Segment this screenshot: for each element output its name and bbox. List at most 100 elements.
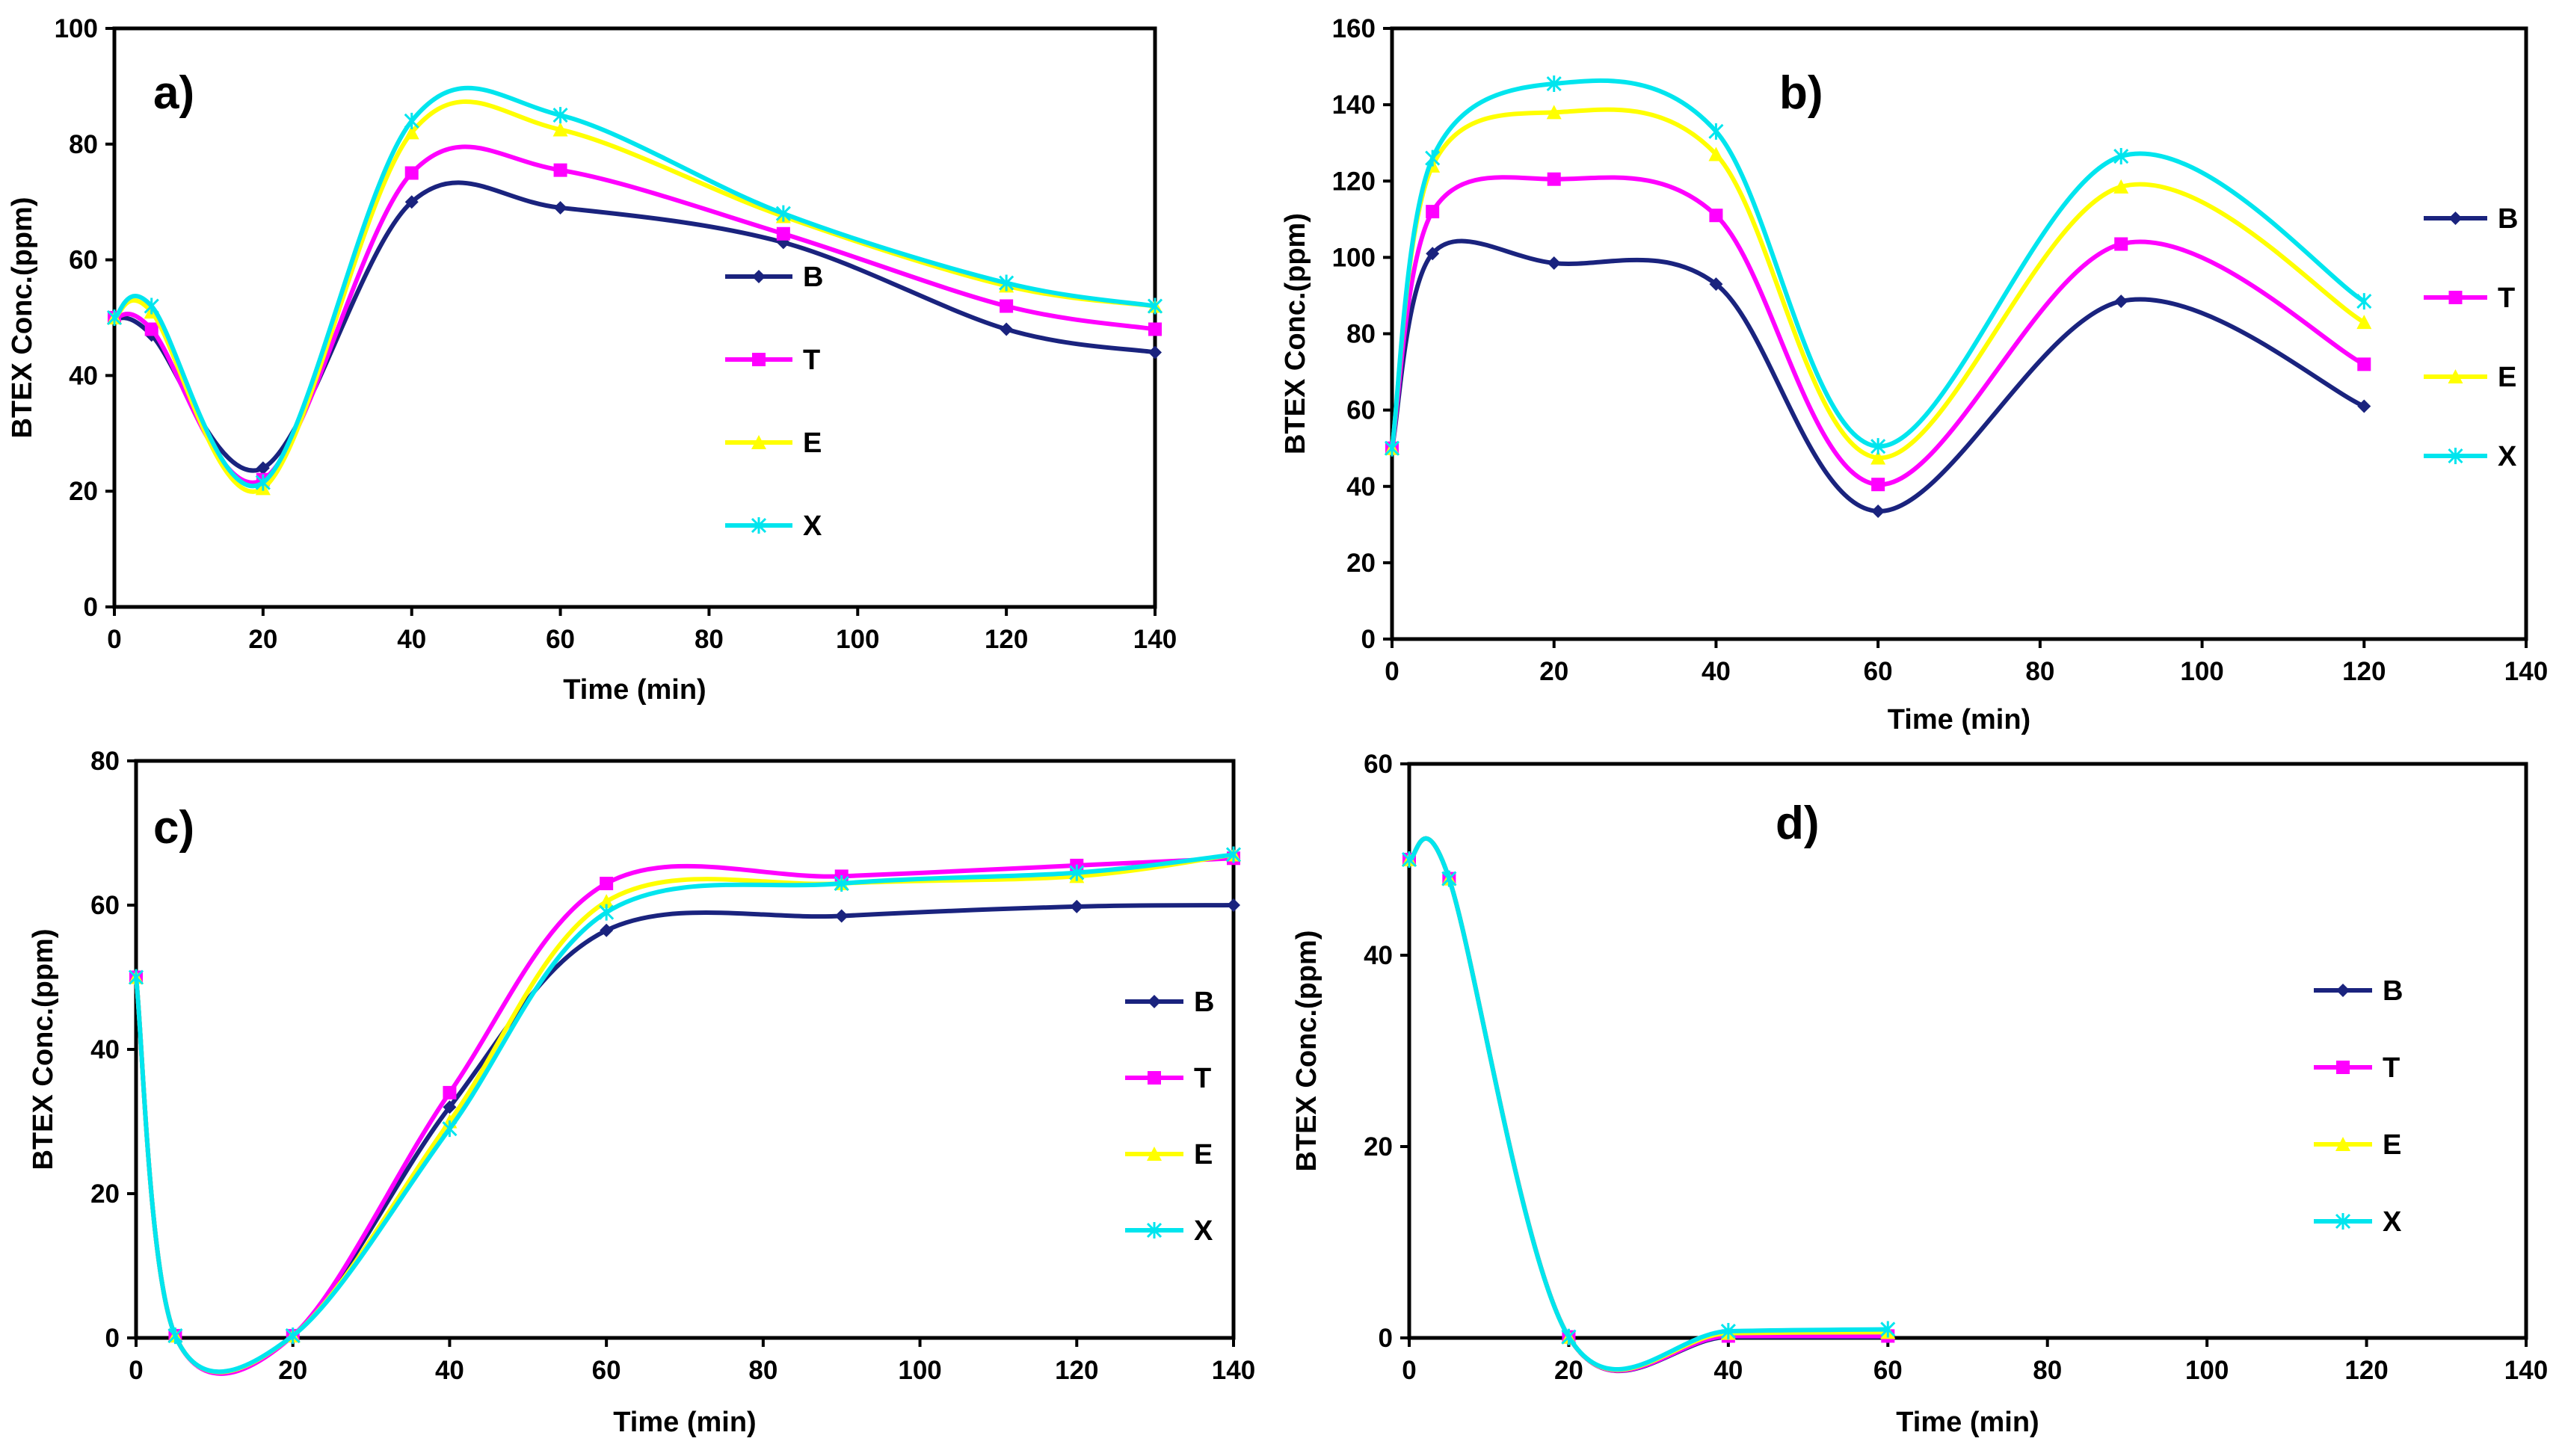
chart-panel-b: 0 20 40 60 80 100 120 140 160 0 20 40 60 80 100 120 140 T… — [1280, 14, 2548, 735]
x-tick-label: 40 — [1702, 657, 1731, 686]
series-T — [1402, 836, 1895, 1373]
legend-marker — [1148, 1071, 1161, 1085]
legend-entry-T: T — [2314, 1052, 2400, 1084]
y-axis-label: BTEX Conc.(ppm) — [7, 197, 38, 439]
series-X — [128, 846, 1242, 1375]
x-tick-label: 120 — [2342, 657, 2386, 686]
series-line-E — [1407, 836, 1891, 1372]
x-tick-label: 60 — [1873, 1356, 1903, 1385]
x-tick-label: 100 — [898, 1356, 941, 1385]
legend-marker — [751, 435, 766, 449]
x-tick-label: 20 — [248, 625, 277, 654]
data-point-T — [553, 163, 567, 177]
legend-marker — [1147, 1147, 1162, 1161]
x-tick-label: 80 — [2033, 1356, 2062, 1385]
x-tick-label: 0 — [1402, 1356, 1416, 1385]
data-point-X — [144, 297, 159, 315]
x-tick-label: 40 — [1713, 1356, 1743, 1385]
y-tick-label: 60 — [69, 246, 98, 275]
y-tick-label: 80 — [90, 747, 120, 776]
x-axis-label: Time (min) — [613, 1407, 756, 1438]
series-line-T — [134, 856, 1236, 1376]
y-tick-label: 60 — [90, 891, 120, 920]
legend-label: T — [1194, 1063, 1211, 1094]
y-axis-label: BTEX Conc.(ppm) — [28, 929, 59, 1170]
y-tick-label: 20 — [69, 477, 98, 506]
data-point-X — [1425, 149, 1441, 167]
series-T — [129, 851, 1240, 1376]
series-B — [129, 898, 1240, 1375]
plot-frame — [134, 759, 1236, 1340]
legend-label: E — [2498, 362, 2516, 393]
x-axis-label: Time (min) — [1896, 1407, 2039, 1438]
series-E — [107, 99, 1163, 496]
data-point-T — [600, 877, 614, 891]
series-B — [1402, 836, 1895, 1374]
x-tick-label: 60 — [1864, 657, 1893, 686]
series-line-T — [1407, 836, 1891, 1373]
data-point-B — [553, 200, 567, 215]
series-B — [1385, 238, 2371, 518]
x-tick-label: 140 — [1133, 625, 1177, 654]
x-tick-label: 80 — [748, 1356, 777, 1385]
x-tick-label: 120 — [1055, 1356, 1098, 1385]
plot-frame — [1407, 762, 2528, 1340]
x-tick-label: 40 — [397, 625, 426, 654]
legend-marker — [1148, 995, 1161, 1008]
y-tick-label: 20 — [1346, 549, 1376, 578]
y-tick-label: 20 — [1364, 1132, 1393, 1162]
data-point-E — [1708, 146, 1724, 161]
legend-label: X — [1194, 1215, 1213, 1247]
x-tick-label: 60 — [546, 625, 575, 654]
data-point-X — [1546, 75, 1562, 93]
data-point-B — [834, 909, 849, 923]
series-X — [1401, 836, 1896, 1372]
data-point-X — [1384, 439, 1400, 457]
plot-frame — [1390, 26, 2528, 641]
data-point-T — [1709, 209, 1723, 223]
legend-entry-B: B — [1125, 987, 1214, 1018]
legend-label: B — [2498, 203, 2518, 235]
data-point-B — [1547, 256, 1561, 271]
data-point-T — [1000, 299, 1014, 313]
x-tick-label: 20 — [1539, 657, 1568, 686]
legend-entry-X: X — [725, 510, 822, 542]
data-point-T — [1547, 172, 1561, 186]
x-tick-label: 80 — [695, 625, 724, 654]
chart-panel-d: 0 20 40 60 0 20 40 60 80 100 120 140 Time (min) BTEX … — [1291, 750, 2548, 1438]
y-tick-label: 100 — [1332, 243, 1376, 272]
data-point-X — [834, 875, 849, 892]
x-tick-label: 60 — [592, 1356, 621, 1385]
y-axis-label: BTEX Conc.(ppm) — [1291, 931, 1322, 1172]
series-E — [1385, 105, 2372, 465]
legend-marker — [2448, 369, 2463, 383]
legend-label: E — [1194, 1139, 1213, 1170]
plot-frame — [112, 26, 1157, 609]
panel-label: d) — [1776, 798, 1820, 849]
y-tick-label: 40 — [90, 1035, 120, 1064]
data-point-X — [1870, 438, 1886, 455]
x-tick-label: 100 — [2180, 657, 2223, 686]
series-line-B — [1390, 238, 2367, 513]
data-point-X — [2113, 148, 2129, 165]
data-point-E — [1870, 450, 1886, 465]
x-tick-label: 0 — [129, 1356, 143, 1385]
legend-marker — [751, 517, 767, 534]
legend-entry-T: T — [1125, 1063, 1211, 1094]
series-line-E — [1390, 107, 2367, 460]
y-tick-label: 20 — [90, 1179, 120, 1209]
legend-entry-T: T — [725, 345, 820, 376]
data-point-B — [443, 1100, 457, 1114]
y-tick-label: 80 — [1346, 320, 1376, 349]
data-point-E — [552, 122, 568, 137]
y-tick-label: 160 — [1332, 14, 1376, 43]
series-line-E — [112, 99, 1157, 494]
x-tick-label: 0 — [1385, 657, 1399, 686]
data-point-T — [776, 226, 790, 241]
legend-marker — [2448, 291, 2463, 304]
legend-marker — [2336, 1061, 2350, 1074]
data-point-X — [1441, 870, 1457, 887]
series-line-T — [112, 144, 1157, 485]
legend-marker — [2335, 1213, 2351, 1230]
